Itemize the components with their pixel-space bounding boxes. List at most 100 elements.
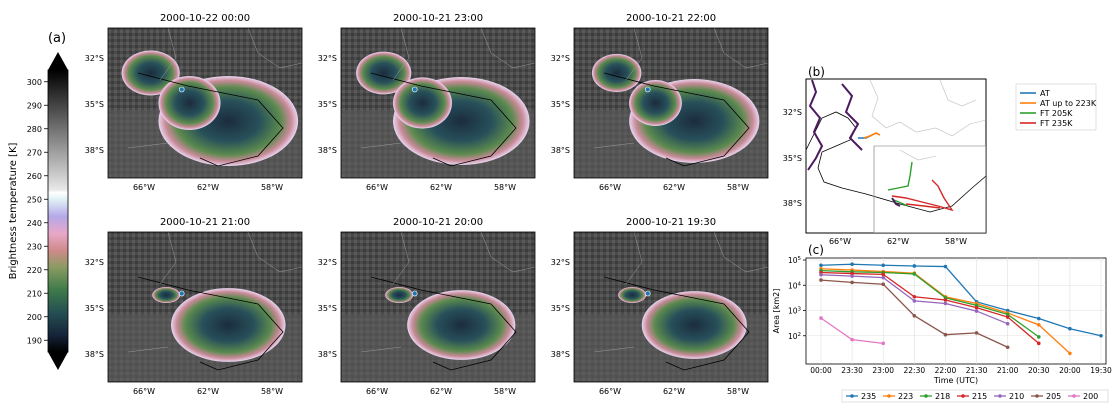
area-chart-xlabel: Time (UTC): [933, 376, 978, 385]
map-panel: 2000-10-21 22:00 32°S 35°S 38°S 66°W 62°W 58°W: [551, 13, 769, 192]
map-lat-tick: 35°S: [85, 100, 104, 109]
map-lat-tick: 32°S: [318, 54, 337, 63]
map-lon-tick: 66°W: [133, 183, 155, 192]
map-coastline: [137, 276, 284, 371]
colorbar-label: Brightness temperature [K]: [8, 142, 19, 279]
area-series-point-205: [912, 313, 917, 318]
area-chart-legend: 235 223 218 215 210 205 200: [841, 389, 1109, 403]
track-at-223: [863, 132, 881, 139]
track-lat-tick: 38°S: [783, 199, 802, 208]
map-borders: [360, 231, 536, 353]
area-chart-legend-marker: [887, 394, 891, 398]
map-panel: 2000-10-21 23:00 32°S 35°S 38°S 66°W 62°W 58°W: [318, 13, 536, 192]
map-lon-tick: 58°W: [261, 183, 283, 192]
map-cloud-north: [591, 53, 642, 93]
area-series-point-205: [819, 278, 823, 282]
area-chart-x-tick-label: 23:30: [841, 366, 863, 375]
map-lat-tick: 38°S: [551, 350, 570, 359]
colorbar-tick-label: 220: [27, 266, 42, 275]
map-lon-tick: 62°W: [663, 183, 685, 192]
track-lon-tick: 66°W: [829, 237, 851, 246]
area-series-point-215: [974, 305, 979, 310]
map-tracking-marker: [644, 290, 651, 297]
area-series-point-210: [943, 301, 948, 306]
map-coastline: [370, 276, 517, 371]
map-panels: 2000-10-22 00:00 32°S 35°S 38°S 66°W 62°W 58°W…: [85, 13, 769, 396]
map-lat-tick: 38°S: [551, 146, 570, 155]
area-series-point-218: [912, 272, 917, 276]
map-borders: [593, 27, 769, 149]
map-borders: [127, 27, 303, 149]
area-series-point-218: [1005, 312, 1010, 317]
colorbar-tick-label: 290: [27, 101, 42, 110]
colorbar-tick-label: 260: [27, 172, 42, 181]
colorbar-tick-label: 280: [27, 125, 42, 134]
map-cloud-north: [121, 50, 180, 96]
area-chart-y-tick-exponent: 2: [798, 332, 802, 338]
area-series-point-235: [881, 263, 886, 268]
map-cloud-mid: [392, 77, 452, 129]
map-borders: [593, 231, 769, 353]
map-cloud-small: [385, 287, 414, 303]
area-series-line-215: [820, 271, 1040, 344]
map-cloud-mid: [629, 80, 682, 126]
area-chart-y-tick-exponent: 4: [798, 281, 802, 287]
colorbar-panel-label: (a): [48, 31, 66, 46]
area-series-point-205: [943, 332, 948, 337]
area-series-point-210: [819, 272, 823, 277]
map-cloud-small: [152, 287, 181, 303]
map-panel: 2000-10-21 20:00 32°S 35°S 38°S 66°W 62°W 58°W: [318, 217, 536, 396]
track-inset-box: [873, 145, 986, 233]
map-coastline: [603, 72, 750, 167]
area-chart-x-tick-label: 21:00: [997, 366, 1019, 375]
area-chart-legend-marker: [1035, 394, 1039, 398]
area-series-line-235: [820, 263, 1102, 337]
colorbar-lower-extension: [48, 352, 68, 370]
map-title: 2000-10-21 23:00: [393, 13, 483, 24]
area-series-point-235: [912, 264, 917, 268]
area-series-point-235: [1036, 316, 1041, 321]
colorbar-upper-extension: [48, 52, 68, 70]
colorbar: (a) Brightness temperature [K] 190 200 210…: [8, 31, 69, 370]
area-chart-legend-label: 205: [1046, 392, 1061, 401]
map-lat-tick: 38°S: [85, 350, 104, 359]
map-cloud-main: [407, 290, 516, 360]
area-series-point-210: [881, 275, 886, 280]
map-lon-tick: 62°W: [197, 183, 219, 192]
area-chart: (c) 00:00 23:30 23:00 22:30 22:00 21:30 21:00 2…: [772, 243, 1112, 403]
area-series-point-200: [850, 337, 854, 342]
map-borders: [360, 27, 536, 149]
area-chart-panel-label: (c): [808, 243, 824, 257]
map-borders: [127, 231, 303, 353]
map-lon-tick: 66°W: [366, 387, 388, 396]
track-ft-205: [887, 161, 913, 207]
map-cloud-main: [641, 291, 747, 359]
map-lon-tick: 62°W: [663, 387, 685, 396]
colorbar-tick-label: 200: [27, 313, 42, 322]
area-series-point-210: [1005, 321, 1010, 326]
map-lat-tick: 38°S: [318, 146, 337, 155]
track-map-frame: [805, 78, 987, 234]
map-cloud-north: [356, 51, 412, 95]
area-chart-legend-marker: [924, 394, 928, 398]
area-series-point-223: [1068, 351, 1072, 356]
area-series-point-215: [850, 271, 854, 276]
area-chart-legend-label: 218: [935, 392, 950, 401]
colorbar-tick-label: 190: [27, 336, 42, 345]
area-series-point-215: [881, 272, 886, 277]
map-lon-tick: 66°W: [599, 387, 621, 396]
colorbar-tick-label: 240: [27, 219, 42, 228]
track-legend-label: FT 235K: [1040, 119, 1073, 128]
area-chart-legend-frame: [841, 389, 1109, 403]
map-coastline: [370, 72, 517, 167]
colorbar-tick-label: 230: [27, 242, 42, 251]
area-series-point-235: [943, 264, 948, 269]
area-series-point-210: [850, 274, 854, 278]
map-cloud-main: [171, 288, 286, 362]
map-lon-tick: 58°W: [727, 387, 749, 396]
area-series-point-223: [1036, 323, 1041, 327]
area-chart-legend-label: 223: [898, 392, 913, 401]
map-lon-tick: 66°W: [599, 183, 621, 192]
area-series-point-235: [850, 262, 854, 267]
area-series-point-215: [943, 298, 948, 302]
